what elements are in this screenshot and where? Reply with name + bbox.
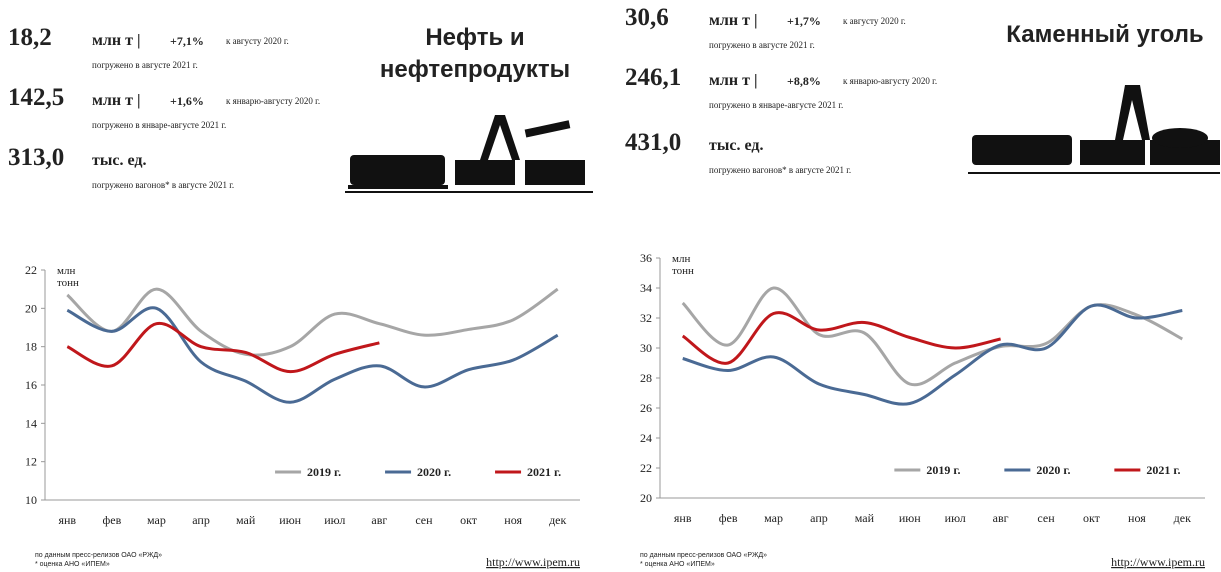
source-link[interactable]: http://www.ipem.ru <box>486 555 580 569</box>
x-tick-label: авг <box>371 513 387 527</box>
panel-title: Каменный уголь <box>1006 21 1203 48</box>
stat-unit: млн т | <box>709 72 757 89</box>
y-tick-label: 36 <box>640 251 652 265</box>
y-axis-label: млн <box>57 265 75 277</box>
x-tick-label: сен <box>1037 511 1055 525</box>
legend-label: 2021 г. <box>527 465 561 479</box>
x-tick-label: авг <box>993 511 1009 525</box>
y-tick-label: 16 <box>25 378 37 392</box>
legend-label: 2021 г. <box>1146 463 1180 477</box>
stat-caption: погружено в январе-августе 2021 г. <box>92 120 226 130</box>
stat-caption: погружено в августе 2021 г. <box>709 40 815 50</box>
stat-unit: тыс. ед. <box>92 152 146 169</box>
stat-caption: погружено вагонов* в августе 2021 г. <box>709 165 851 175</box>
panel-title: нефтепродукты <box>380 56 570 83</box>
y-axis-label: тонн <box>57 277 79 289</box>
stat-comparison: к августу 2020 г. <box>226 36 289 46</box>
source-note: по данным пресс-релизов ОАО «РЖД» <box>35 552 162 559</box>
x-tick-label: июн <box>279 513 301 527</box>
y-tick-label: 32 <box>640 311 652 325</box>
stat-comparison: к январю-августу 2020 г. <box>226 96 320 106</box>
line-series <box>66 287 559 357</box>
stat-change: +1,7% <box>787 14 821 28</box>
y-tick-label: 30 <box>640 341 652 355</box>
legend-label: 2019 г. <box>926 463 960 477</box>
stat-value: 313,0 <box>8 144 64 171</box>
y-tick-label: 34 <box>640 281 652 295</box>
x-tick-label: мар <box>147 513 166 527</box>
line-series <box>681 286 1183 387</box>
stat-change: +8,8% <box>787 74 821 88</box>
oil-train-icon <box>345 115 593 193</box>
x-tick-label: май <box>855 511 875 525</box>
x-tick-label: окт <box>460 513 478 527</box>
x-tick-label: июл <box>324 513 345 527</box>
x-tick-label: апр <box>810 511 828 525</box>
y-tick-label: 14 <box>25 416 37 430</box>
y-tick-label: 18 <box>25 340 37 354</box>
y-tick-label: 28 <box>640 371 652 385</box>
x-tick-label: апр <box>192 513 210 527</box>
x-tick-label: ноя <box>1128 511 1146 525</box>
stat-value: 18,2 <box>8 24 52 51</box>
x-tick-label: май <box>236 513 256 527</box>
x-tick-label: мар <box>764 511 783 525</box>
stat-value: 431,0 <box>625 129 681 156</box>
y-tick-label: 22 <box>640 461 652 475</box>
legend-label: 2020 г. <box>417 465 451 479</box>
x-tick-label: окт <box>1083 511 1101 525</box>
legend-label: 2020 г. <box>1036 463 1070 477</box>
y-tick-label: 20 <box>25 301 37 315</box>
x-tick-label: фев <box>102 513 121 527</box>
x-tick-label: сен <box>415 513 433 527</box>
source-note: по данным пресс-релизов ОАО «РЖД» <box>640 552 767 559</box>
legend-label: 2019 г. <box>307 465 341 479</box>
line-series <box>681 311 1001 365</box>
stat-unit: млн т | <box>709 12 757 29</box>
stat-comparison: к августу 2020 г. <box>843 16 906 26</box>
y-axis-label: млн <box>672 253 690 265</box>
stat-caption: погружено в августе 2021 г. <box>92 60 198 70</box>
x-tick-label: дек <box>1174 511 1191 525</box>
footnote: * оценка АНО «ИПЕМ» <box>35 561 110 568</box>
x-tick-label: ноя <box>504 513 522 527</box>
y-tick-label: 20 <box>640 491 652 505</box>
y-tick-label: 10 <box>25 493 37 507</box>
x-tick-label: июл <box>945 511 966 525</box>
panel-title: Нефть и <box>425 24 524 51</box>
footnote: * оценка АНО «ИПЕМ» <box>640 561 715 568</box>
coal-train-icon <box>968 85 1220 174</box>
stat-comparison: к январю-августу 2020 г. <box>843 76 937 86</box>
stat-caption: погружено вагонов* в августе 2021 г. <box>92 180 234 190</box>
stat-value: 30,6 <box>625 4 669 31</box>
x-tick-label: фев <box>719 511 738 525</box>
y-tick-label: 24 <box>640 431 652 445</box>
stat-unit: млн т | <box>92 32 140 49</box>
stat-change: +7,1% <box>170 34 204 48</box>
line-series <box>682 303 1183 406</box>
y-tick-label: 12 <box>25 455 37 469</box>
x-tick-label: янв <box>58 513 76 527</box>
line-series <box>66 306 559 404</box>
x-tick-label: янв <box>674 511 692 525</box>
y-axis-label: тонн <box>672 265 694 277</box>
line-series <box>66 322 380 374</box>
stat-caption: погружено в январе-августе 2021 г. <box>709 100 843 110</box>
stat-change: +1,6% <box>170 94 204 108</box>
x-tick-label: дек <box>549 513 566 527</box>
y-tick-label: 26 <box>640 401 652 415</box>
x-tick-label: июн <box>899 511 921 525</box>
stat-unit: млн т | <box>92 92 140 109</box>
stat-value: 246,1 <box>625 64 681 91</box>
y-tick-label: 22 <box>25 263 37 277</box>
stat-value: 142,5 <box>8 84 64 111</box>
source-link[interactable]: http://www.ipem.ru <box>1111 555 1205 569</box>
stat-unit: тыс. ед. <box>709 137 763 154</box>
